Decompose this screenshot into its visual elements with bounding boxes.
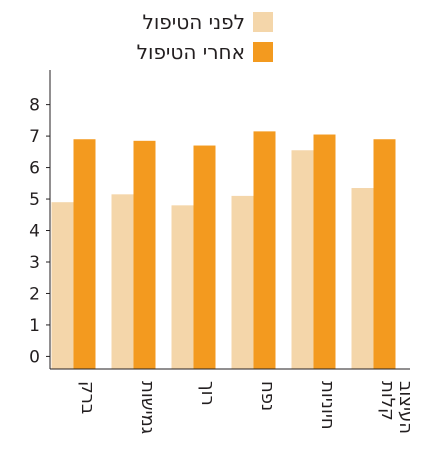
bar-before-0 <box>51 202 74 369</box>
y-axis-ticks: 0 1 2 3 4 5 6 7 8 <box>29 96 50 367</box>
y-tick-label: 3 <box>29 253 40 273</box>
x-axis-labels: ברק גמישות רוך נפח חיוניות קלותהעיצוב <box>77 381 416 434</box>
legend-label-after: אחרי הטיפול <box>137 40 245 64</box>
x-label-group: גמישות <box>137 381 158 434</box>
y-tick-label: 7 <box>29 127 40 147</box>
chart-axes <box>49 70 410 370</box>
bar-after-3 <box>253 131 276 369</box>
bar-after-1 <box>133 140 156 369</box>
y-tick-label: 2 <box>29 284 40 304</box>
x-category-label: נפח <box>257 381 278 411</box>
legend-swatch-after <box>253 42 273 62</box>
bar-before-5 <box>351 188 374 369</box>
x-category-label-line2: העיצוב <box>395 381 416 434</box>
y-tick-label: 4 <box>29 222 40 242</box>
y-tick-label: 0 <box>29 347 40 367</box>
legend-swatch-before <box>253 12 273 32</box>
bar-before-4 <box>291 150 314 369</box>
x-label-group: חיוניות <box>317 381 338 430</box>
x-label-group: נפח <box>257 381 278 411</box>
bar-after-5 <box>373 139 396 369</box>
bar-before-3 <box>231 195 254 369</box>
legend-label-before: לפני הטיפול <box>142 10 245 34</box>
x-category-label: קלותהעיצוב <box>377 381 416 434</box>
bar-after-0 <box>73 139 96 369</box>
x-category-label: חיוניות <box>317 381 338 430</box>
x-label-group: קלותהעיצוב <box>377 381 416 434</box>
y-tick-label: 8 <box>29 96 40 116</box>
x-category-label: גמישות <box>137 381 158 434</box>
y-tick-label: 5 <box>29 190 40 210</box>
bar-before-1 <box>111 194 134 369</box>
x-label-group: ברק <box>77 381 98 414</box>
chart-bars <box>51 131 396 369</box>
x-category-label: רוך <box>197 381 218 406</box>
y-tick-label: 6 <box>29 159 40 179</box>
x-label-group: רוך <box>197 381 218 406</box>
y-tick-label: 1 <box>29 316 40 336</box>
bar-after-2 <box>193 145 216 369</box>
x-category-label: ברק <box>77 381 98 414</box>
chart-legend: לפני הטיפול אחרי הטיפול <box>137 10 273 64</box>
bar-after-4 <box>313 134 336 369</box>
x-category-label-line1: קלות <box>377 381 398 421</box>
bar-before-2 <box>171 205 194 369</box>
